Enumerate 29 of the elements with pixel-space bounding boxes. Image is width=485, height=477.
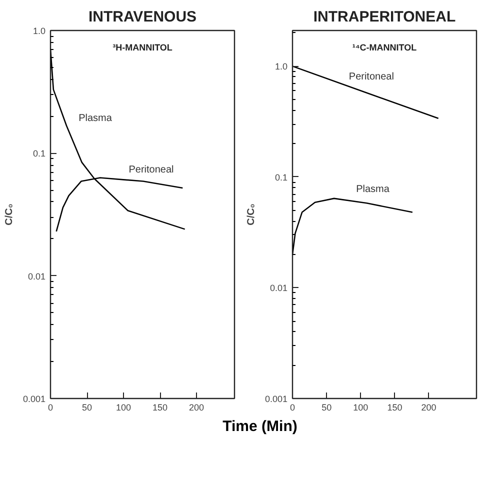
series-label: Plasma bbox=[356, 184, 390, 196]
x-tick-label: 200 bbox=[189, 402, 204, 412]
series-label: Plasma bbox=[78, 112, 112, 124]
chart-title: INTRAPERITONEAL bbox=[313, 8, 456, 26]
y-tick-label: 0.1 bbox=[274, 172, 288, 182]
series-label: Peritoneal bbox=[348, 71, 394, 82]
y-tick-label: 1.0 bbox=[32, 26, 46, 36]
y-tick-label: 0.01 bbox=[270, 283, 288, 294]
y-axis-title: C/C₀ bbox=[4, 204, 15, 226]
x-tick-label: 50 bbox=[82, 402, 92, 412]
x-tick-label: 50 bbox=[322, 402, 332, 412]
x-tick-label: 0 bbox=[48, 402, 54, 412]
x-tick-label: 0 bbox=[290, 402, 296, 412]
annotation: ¹⁴C-MANNITOL bbox=[352, 42, 418, 52]
y-tick-label: 0.1 bbox=[32, 148, 46, 159]
y-tick-label: 0.01 bbox=[28, 271, 46, 282]
y-tick-label: 0.001 bbox=[264, 394, 288, 404]
y-tick-label: 0.001 bbox=[22, 394, 46, 404]
y-tick-label: 1.0 bbox=[274, 62, 288, 72]
x-tick-label: 200 bbox=[421, 402, 436, 412]
chart-title: INTRAVENOUS bbox=[88, 8, 197, 26]
series-label: Peritoneal bbox=[128, 164, 174, 176]
y-axis-title: C/C₀ bbox=[246, 204, 257, 226]
x-tick-label: 150 bbox=[152, 402, 168, 412]
x-tick-label: 100 bbox=[353, 402, 368, 412]
x-tick-label: 100 bbox=[116, 402, 132, 412]
x-tick-label: 150 bbox=[387, 402, 402, 412]
x-axis-title: Time (Min) bbox=[222, 417, 298, 437]
annotation: ³H-MANNITOL bbox=[112, 42, 173, 52]
